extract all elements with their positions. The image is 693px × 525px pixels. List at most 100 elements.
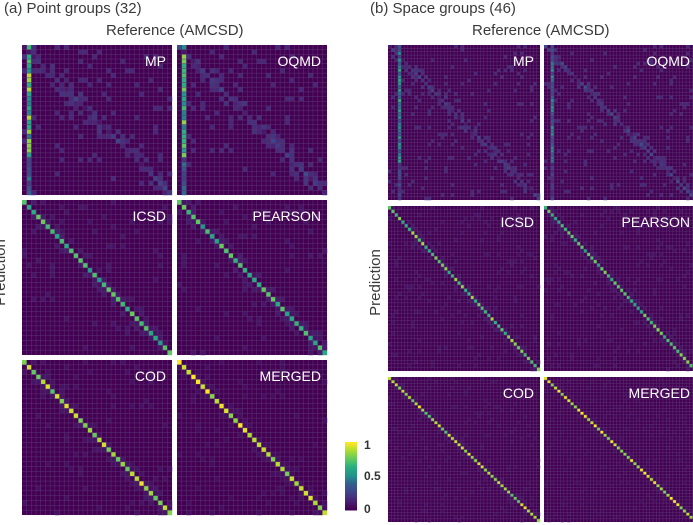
- heatmap-cell: [427, 256, 432, 261]
- heatmap-cell: [616, 119, 621, 123]
- heatmap-cell: [513, 427, 518, 431]
- heatmap-cell: [672, 331, 677, 336]
- heatmap-cell: [111, 243, 116, 249]
- heatmap-cell: [298, 456, 304, 462]
- heatmap-cell: [643, 152, 647, 157]
- heatmap-cell: [567, 105, 571, 110]
- heatmap-cell: [506, 335, 511, 339]
- heatmap-cell: [577, 414, 581, 419]
- heatmap-cell: [417, 68, 422, 73]
- heatmap-cell: [411, 231, 415, 235]
- colorbar-segment: [345, 476, 357, 479]
- heatmap-cell: [682, 284, 687, 289]
- heatmap-cell: [205, 73, 211, 79]
- heatmap-cell: [214, 229, 220, 235]
- heatmap-cell: [487, 313, 491, 318]
- heatmap-cell: [613, 65, 617, 69]
- heatmap-cell: [411, 487, 415, 491]
- heatmap-cell: [78, 466, 84, 472]
- heatmap-cell: [676, 186, 680, 191]
- heatmap-cell: [417, 349, 422, 354]
- heatmap-cell: [177, 452, 182, 458]
- heatmap-cell: [437, 345, 442, 350]
- heatmap-cell: [457, 331, 461, 336]
- heatmap-cell: [298, 490, 304, 496]
- heatmap-cell: [676, 503, 680, 507]
- heatmap-cell: [510, 259, 514, 264]
- heatmap-cell: [583, 125, 588, 130]
- heatmap-cell: [64, 77, 70, 83]
- heatmap-cell: [200, 350, 206, 356]
- heatmap-cell: [64, 437, 70, 443]
- heatmap-cell: [593, 259, 598, 264]
- heatmap-cell: [153, 335, 159, 341]
- heatmap-cell: [613, 443, 617, 447]
- heatmap-cell: [427, 299, 432, 304]
- heatmap-cell: [237, 59, 243, 64]
- heatmap-cell: [506, 468, 511, 472]
- heatmap-cell: [397, 135, 402, 140]
- heatmap-cell: [87, 272, 93, 278]
- heatmap-cell: [467, 452, 471, 457]
- subplot-label: COD: [135, 368, 166, 384]
- heatmap-cell: [450, 436, 455, 441]
- heatmap-cell: [308, 73, 314, 79]
- heatmap-cell: [388, 169, 392, 174]
- heatmap-cell: [454, 288, 458, 293]
- heatmap-cell: [457, 277, 461, 282]
- heatmap-cell: [497, 284, 501, 289]
- heatmap-cell: [600, 427, 604, 431]
- heatmap-cell: [570, 71, 574, 76]
- heatmap-cell: [78, 422, 84, 429]
- heatmap-cell: [115, 129, 121, 135]
- heatmap-cell: [689, 125, 693, 130]
- heatmap-cell: [662, 162, 667, 167]
- heatmap-cell: [92, 321, 98, 327]
- heatmap-cell: [560, 234, 565, 239]
- heatmap-cell: [68, 101, 74, 107]
- heatmap-cell: [280, 296, 286, 302]
- heatmap-cell: [626, 452, 631, 457]
- heatmap-cell: [266, 143, 271, 149]
- heatmap-cell: [421, 71, 425, 76]
- colorbar-segment: [345, 448, 357, 451]
- heatmap-cell: [148, 325, 154, 331]
- heatmap-cell: [586, 449, 591, 453]
- heatmap-cell: [493, 327, 498, 332]
- heatmap-cell: [513, 206, 518, 210]
- heatmap-cell: [111, 110, 116, 116]
- heatmap-cell: [397, 159, 402, 164]
- heatmap-cell: [414, 360, 418, 365]
- heatmap-cell: [450, 274, 455, 278]
- heatmap-cell: [317, 505, 323, 511]
- heatmap-cell: [195, 389, 201, 395]
- heatmap-cell: [672, 249, 677, 253]
- heatmap-cell: [523, 45, 527, 49]
- heatmap-cell: [520, 349, 524, 354]
- heatmap-cell: [214, 427, 220, 433]
- heatmap-cell: [242, 166, 248, 172]
- heatmap-cell: [417, 408, 422, 412]
- heatmap-cell: [616, 281, 621, 286]
- heatmap-cell: [417, 274, 422, 278]
- heatmap-cell: [22, 253, 27, 259]
- heatmap-cell: [633, 139, 637, 143]
- heatmap-cell: [473, 455, 478, 460]
- heatmap-cell: [570, 405, 574, 409]
- heatmap-cell: [454, 380, 458, 384]
- heatmap-cell: [157, 185, 163, 191]
- heatmap-cell: [270, 129, 276, 135]
- heatmap-cell: [480, 471, 485, 475]
- heatmap-cell: [233, 204, 239, 210]
- heatmap-cell: [550, 209, 555, 214]
- heatmap-cell: [148, 171, 154, 177]
- heatmap-cell: [483, 465, 488, 469]
- heatmap-cell: [610, 183, 614, 187]
- heatmap-cell: [391, 105, 395, 110]
- heatmap-cell: [181, 148, 187, 154]
- heatmap-cell: [73, 96, 79, 102]
- heatmap-cell: [261, 129, 267, 135]
- colorbar-segment: [345, 442, 357, 445]
- heatmap-cell: [228, 243, 234, 249]
- heatmap-cell: [50, 262, 56, 269]
